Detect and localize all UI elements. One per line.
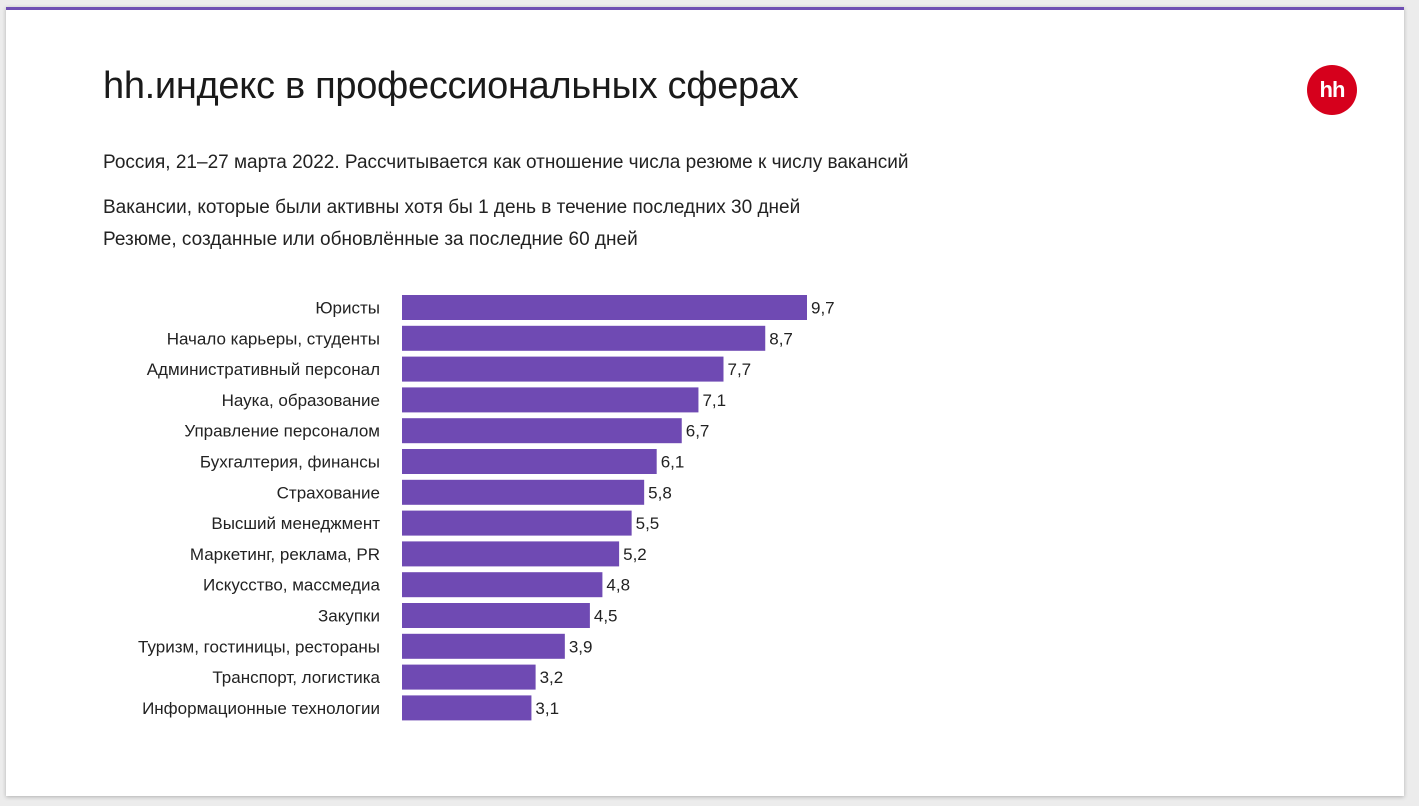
value-label: 7,7 xyxy=(727,360,751,379)
bar xyxy=(402,325,766,351)
bar xyxy=(402,387,699,413)
value-label: 6,1 xyxy=(661,453,685,472)
bar xyxy=(402,449,657,474)
slide: hh.индекс в профессиональных сферах hh Р… xyxy=(6,7,1404,796)
value-label: 5,2 xyxy=(623,545,647,564)
bar xyxy=(402,418,682,444)
category-label: Бухгалтерия, финансы xyxy=(200,453,380,472)
bars-layer: Юристы 9,7 Начало карьеры, студенты 8,7 Адми… xyxy=(138,295,835,721)
value-label: 8,7 xyxy=(769,329,793,348)
category-label: Управление персоналом xyxy=(184,422,380,441)
chart-subtitle: Россия, 21–27 марта 2022. Рассчитывается… xyxy=(103,152,909,173)
value-label: 3,2 xyxy=(540,668,564,687)
value-label: 5,5 xyxy=(636,514,660,533)
category-label: Административный персонал xyxy=(147,360,380,379)
bar xyxy=(402,541,620,567)
value-label: 3,9 xyxy=(569,637,593,656)
bar xyxy=(402,633,565,659)
category-label: Закупки xyxy=(318,607,380,626)
value-label: 3,1 xyxy=(535,699,559,718)
hh-logo: hh xyxy=(1307,65,1357,115)
bar xyxy=(402,572,603,598)
category-label: Информационные технологии xyxy=(142,699,380,718)
value-label: 7,1 xyxy=(702,391,726,410)
bar-chart: Юристы 9,7 Начало карьеры, студенты 8,7 Адми… xyxy=(138,295,835,721)
category-label: Высший менеджмент xyxy=(211,514,380,533)
bar xyxy=(402,479,645,505)
category-label: Искусство, массмедиа xyxy=(203,576,381,595)
bar xyxy=(402,510,632,536)
bar xyxy=(402,603,590,628)
category-label: Туризм, гостиницы, рестораны xyxy=(138,637,380,656)
value-label: 6,7 xyxy=(686,422,710,441)
note-vacancies: Вакансии, которые были активны хотя бы 1… xyxy=(103,197,801,218)
value-label: 4,5 xyxy=(594,607,618,626)
category-label: Начало карьеры, студенты xyxy=(167,329,380,348)
value-label: 4,8 xyxy=(606,576,630,595)
category-label: Юристы xyxy=(315,299,380,318)
category-label: Транспорт, логистика xyxy=(212,668,380,687)
value-label: 5,8 xyxy=(648,483,672,502)
bar xyxy=(402,695,532,721)
category-label: Наука, образование xyxy=(222,391,380,410)
bar xyxy=(402,295,807,320)
value-label: 9,7 xyxy=(811,299,835,318)
category-label: Страхование xyxy=(277,483,380,502)
note-resumes: Резюме, созданные или обновлённые за пос… xyxy=(103,229,638,250)
bar xyxy=(402,356,724,382)
bar xyxy=(402,664,536,690)
category-label: Маркетинг, реклама, PR xyxy=(190,545,380,564)
page-title: hh.индекс в профессиональных сферах xyxy=(103,65,799,107)
